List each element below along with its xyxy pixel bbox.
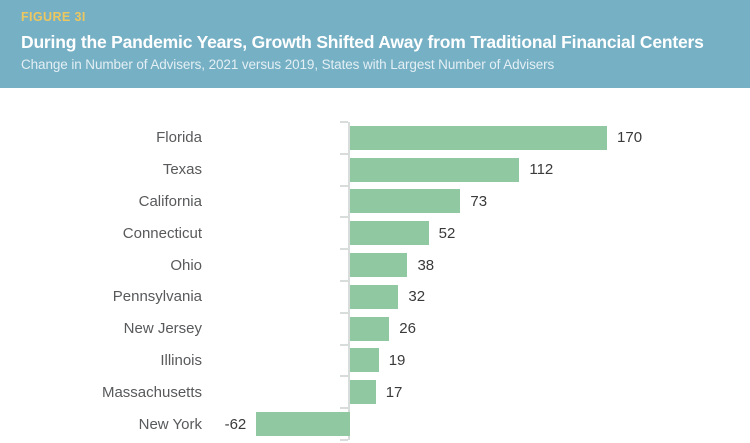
category-label: Texas <box>162 161 202 179</box>
figure-header: FIGURE 3I During the Pandemic Years, Gro… <box>0 0 750 88</box>
value-label: 26 <box>399 320 416 338</box>
bar-texas <box>350 157 520 182</box>
category-label: Pennsylvania <box>112 288 202 306</box>
axis-tick <box>340 184 348 187</box>
category-label: New Jersey <box>123 320 202 338</box>
bar-ohio <box>350 253 408 278</box>
value-label: 17 <box>385 383 403 401</box>
value-label: -62 <box>224 415 247 433</box>
category-label: New York <box>138 415 202 433</box>
figure-subtitle: Change in Number of Advisers, 2021 versu… <box>21 57 555 72</box>
chart-row: Illinois 19 <box>0 345 750 377</box>
bar-connecticut <box>350 221 429 246</box>
axis-tick <box>340 311 348 314</box>
chart-row: Massachusetts 17 <box>0 376 750 408</box>
chart-row: California 73 <box>0 186 750 218</box>
value-label: 52 <box>438 224 456 242</box>
axis-tick <box>340 216 348 219</box>
axis-tick <box>340 280 348 282</box>
bar-pennsylvania <box>350 284 399 309</box>
bar-florida <box>350 125 608 150</box>
axis-tick <box>340 248 348 251</box>
category-label: Massachusetts <box>101 383 202 401</box>
chart-row: New York -62 <box>0 408 750 440</box>
bar-illinois <box>350 348 379 373</box>
chart-row: Ohio 38 <box>0 249 750 281</box>
axis-tick <box>340 375 348 378</box>
value-label: 112 <box>529 161 554 179</box>
bar-new-york <box>256 412 350 437</box>
bar-california <box>350 189 461 214</box>
axis-tick <box>340 439 348 441</box>
value-label: 73 <box>470 192 488 210</box>
category-label: Illinois <box>160 351 202 369</box>
figure-label: FIGURE 3I <box>21 10 86 24</box>
value-label: 170 <box>617 129 643 147</box>
baseline-axis <box>348 122 350 440</box>
figure-title: During the Pandemic Years, Growth Shifte… <box>21 32 704 52</box>
bar-chart: Florida 170 Texas 112 California 73 Connecticu… <box>0 88 750 443</box>
value-label: 38 <box>417 256 435 274</box>
chart-row: Florida 170 <box>0 122 750 154</box>
category-label: Florida <box>156 129 202 147</box>
bar-massachusetts <box>350 380 376 405</box>
chart-row: Texas 112 <box>0 154 750 186</box>
axis-tick <box>340 121 348 123</box>
chart-row: New Jersey 26 <box>0 313 750 345</box>
category-label: California <box>138 192 202 210</box>
axis-tick <box>340 343 348 346</box>
category-label: Ohio <box>170 256 202 274</box>
axis-tick <box>340 152 348 155</box>
bar-new-jersey <box>350 316 390 341</box>
category-label: Connecticut <box>122 224 202 242</box>
value-label: 32 <box>408 288 426 306</box>
chart-row: Pennsylvania 32 <box>0 281 750 313</box>
value-label: 19 <box>388 351 406 369</box>
axis-tick <box>340 407 348 410</box>
chart-row: Connecticut 52 <box>0 217 750 249</box>
